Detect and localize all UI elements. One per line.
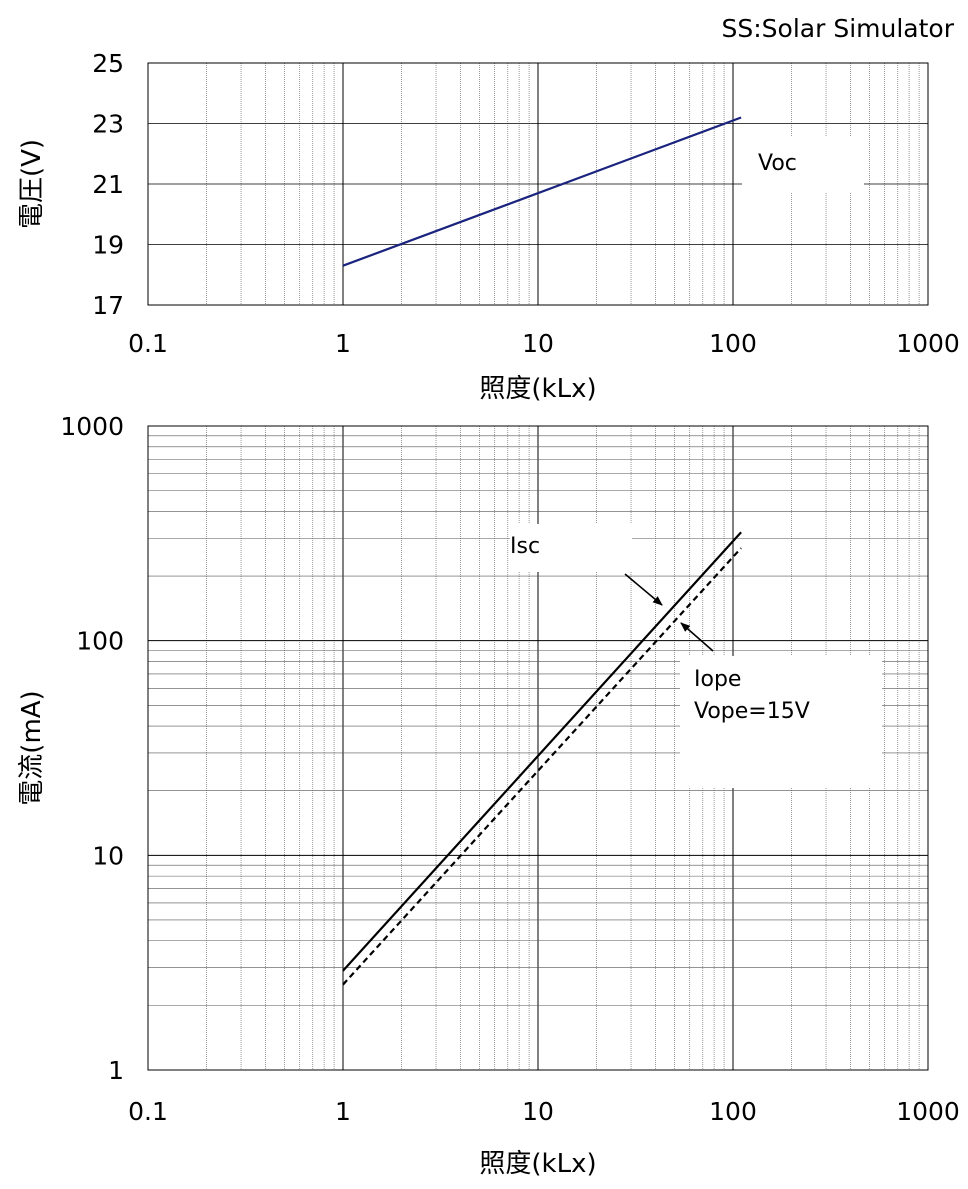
voltage-y-tick-label: 23 (92, 110, 124, 139)
voltage-y-tick-label: 17 (92, 291, 124, 320)
current-x-ticks: 0.1 1 10 100 1000 (128, 1097, 960, 1126)
current-y-tick-label: 1000 (60, 412, 124, 441)
voltage-x-ticks: 0.1 1 10 100 1000 (128, 329, 960, 358)
current-plot-frame (147, 425, 929, 1071)
series-line-iope (342, 547, 742, 986)
current-series (342, 531, 742, 986)
voltage-x-tick-label: 100 (709, 329, 757, 358)
voltage-y-tick-label: 21 (92, 170, 124, 199)
current-x-tick-label: 100 (709, 1097, 757, 1126)
isc-arrow (624, 573, 663, 606)
current-x-tick-label: 1 (335, 1097, 351, 1126)
annotation-isc: Isc (510, 534, 540, 559)
voltage-x-tick-label: 1 (335, 329, 351, 358)
voltage-series (342, 116, 742, 267)
voltage-y-ticks: 17 19 21 23 25 (92, 49, 124, 320)
voltage-chart: Voc 0.1 1 10 100 1000 17 19 21 23 25 照度(kLx) 電圧(… (17, 49, 960, 404)
current-y-tick-label: 10 (92, 841, 124, 870)
voltage-annotations: Voc (742, 136, 864, 192)
annotation-iope: Iope (694, 667, 741, 692)
voltage-x-tick-label: 0.1 (128, 329, 168, 358)
voltage-y-axis-label: 電圧(V) (17, 139, 47, 229)
annotation-voc: Voc (758, 151, 797, 176)
voltage-x-axis-label: 照度(kLx) (479, 374, 596, 404)
voltage-x-tick-label: 10 (522, 329, 554, 358)
current-x-tick-label: 10 (522, 1097, 554, 1126)
current-grid-horizontal (148, 435, 928, 1006)
current-x-axis-label: 照度(kLx) (479, 1149, 596, 1179)
caption: SS:Solar Simulator (721, 14, 954, 43)
current-annotation-box (510, 524, 632, 572)
voltage-y-tick-label: 19 (92, 231, 124, 260)
current-y-ticks: 1 10 100 1000 (60, 412, 124, 1085)
voltage-plot-frame (147, 62, 929, 306)
current-grid-vertical (206, 426, 920, 1070)
voltage-x-tick-label: 1000 (896, 329, 960, 358)
series-line-voc (342, 116, 742, 267)
current-annotation-box (680, 656, 882, 788)
series-line-isc (342, 531, 742, 972)
current-y-tick-label: 100 (76, 627, 124, 656)
current-y-axis-label: 電流(mA) (17, 690, 47, 805)
annotation-vope-15v: Vope=15V (694, 699, 810, 724)
iope-arrow (680, 622, 714, 652)
current-x-tick-label: 0.1 (128, 1097, 168, 1126)
current-annotations: Isc Iope Vope=15V (510, 524, 882, 788)
current-x-tick-label: 1000 (896, 1097, 960, 1126)
voltage-annotation-box (742, 136, 864, 192)
voltage-y-tick-label: 25 (92, 49, 124, 78)
current-y-tick-label: 1 (108, 1056, 124, 1085)
